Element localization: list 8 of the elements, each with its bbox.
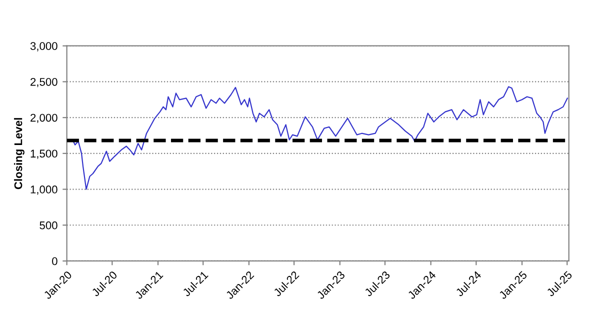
y-tick-label: 1,000: [30, 186, 58, 195]
y-axis-title: Closing Level: [14, 118, 24, 190]
y-tick-label: 2,000: [30, 114, 58, 124]
y-tick-label: 1,500: [30, 150, 58, 159]
y-tick-label: 2,500: [30, 78, 58, 88]
y-tick-label: 3,000: [30, 42, 58, 52]
y-tick-label: 0: [52, 257, 58, 266]
y-tick-label: 500: [40, 221, 58, 230]
